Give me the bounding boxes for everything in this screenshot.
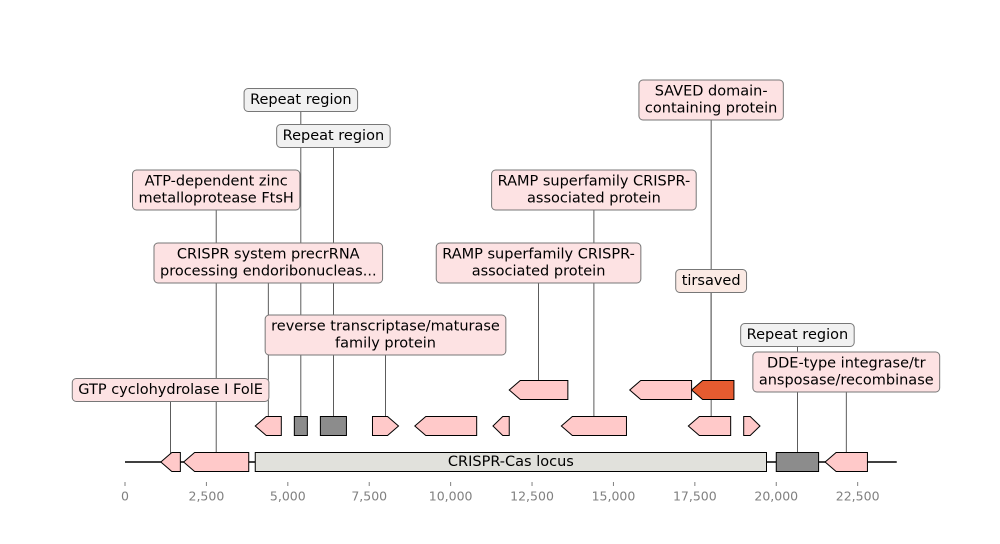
x-tick-label: 17,500	[673, 489, 717, 504]
annotation-text: metalloprotease FtsH	[139, 191, 294, 207]
annotation-label: tirsaved	[675, 269, 748, 293]
repeat-feature-f6	[293, 416, 308, 436]
annotation-text: SAVED domain-	[655, 84, 768, 100]
x-tick-label: 12,500	[510, 489, 554, 504]
x-tick-label: 5,000	[270, 489, 306, 504]
annotation-box	[243, 88, 359, 112]
annotation-text: GTP cyclohydrolase I FolE	[78, 382, 263, 398]
x-tick-label: 15,000	[592, 489, 636, 504]
gene-arrow-f1	[160, 452, 181, 472]
gene-arrow-f15	[628, 380, 693, 400]
annotation-box	[276, 124, 391, 148]
x-tick-label: 2,500	[189, 489, 225, 504]
annotation-text: ansposase/recombinase	[759, 373, 934, 389]
gene-arrow-f11	[560, 416, 627, 436]
repeat-feature-f3	[775, 452, 820, 472]
annotation-labels: GTP cyclohydrolase I FolE ATP-dependent z…	[71, 79, 941, 402]
crispr-locus-label: CRISPR-Cas locus	[448, 454, 574, 470]
annotation-label: Repeat region	[276, 124, 391, 148]
annotation-text: CRISPR system precrRNA	[177, 247, 360, 263]
annotation-box	[740, 323, 855, 347]
annotation-text: RAMP superfamily CRISPR-	[498, 174, 691, 190]
annotation-text: reverse transcriptase/maturase	[271, 319, 500, 335]
annotation-box	[153, 242, 384, 284]
gene-arrow-f12	[687, 416, 732, 436]
gene-arrow-f4	[824, 452, 868, 472]
annotation-box	[638, 79, 784, 121]
x-tick-label: 22,500	[836, 489, 880, 504]
gene-arrow-f8	[371, 416, 400, 436]
annotation-label: DDE-type integrase/transposase/recombina…	[752, 351, 941, 393]
annotation-text: Repeat region	[283, 128, 385, 144]
annotation-box	[675, 269, 748, 293]
annotation-text: containing protein	[645, 101, 777, 117]
crispr-locus-region	[254, 452, 767, 472]
gene-arrow-f14	[508, 380, 569, 400]
x-tick-label: 20,000	[754, 489, 798, 504]
repeat-feature-f7	[319, 416, 347, 436]
gene-arrow-f5	[254, 416, 282, 436]
annotation-box	[491, 169, 697, 211]
gene-arrow-f10	[492, 416, 510, 436]
annotation-text: family protein	[335, 336, 436, 352]
annotation-text: associated protein	[527, 191, 661, 207]
annotation-text: Repeat region	[747, 327, 849, 343]
x-tick-label: 7,500	[351, 489, 387, 504]
annotation-label: RAMP superfamily CRISPR-associated prote…	[435, 242, 642, 284]
annotation-text: Repeat region	[250, 92, 352, 108]
annotation-text: RAMP superfamily CRISPR-	[442, 247, 635, 263]
annotation-box	[435, 242, 642, 284]
annotation-text: processing endoribonucleas...	[160, 264, 377, 280]
gene-arrow-f9	[414, 416, 478, 436]
annotation-box	[71, 378, 270, 402]
gene-arrow-f16	[690, 380, 735, 400]
annotation-label: Repeat region	[243, 88, 359, 112]
feature-track	[160, 380, 868, 472]
annotation-text: associated protein	[472, 264, 606, 280]
annotation-text: DDE-type integrase/tr	[767, 356, 926, 372]
annotation-label: SAVED domain-containing protein	[638, 79, 784, 121]
x-axis: 0 2,500 5,000 7,500 10,000 12,500 15,000 17,500…	[121, 482, 880, 504]
annotation-label: RAMP superfamily CRISPR-associated prote…	[491, 169, 697, 211]
x-tick-label: 10,000	[429, 489, 473, 504]
annotation-box	[752, 351, 941, 393]
gene-arrow-f13	[743, 416, 761, 436]
x-tick-label: 0	[121, 489, 129, 504]
annotation-box	[264, 314, 507, 356]
annotation-box	[132, 169, 301, 211]
crispr-locus-group: CRISPR-Cas locus	[254, 452, 767, 472]
annotation-label: Repeat region	[740, 323, 855, 347]
annotation-label: GTP cyclohydrolase I FolE	[71, 378, 270, 402]
annotation-text: tirsaved	[682, 273, 741, 289]
gene-arrow-f2	[182, 452, 250, 472]
annotation-text: ATP-dependent zinc	[145, 174, 288, 190]
